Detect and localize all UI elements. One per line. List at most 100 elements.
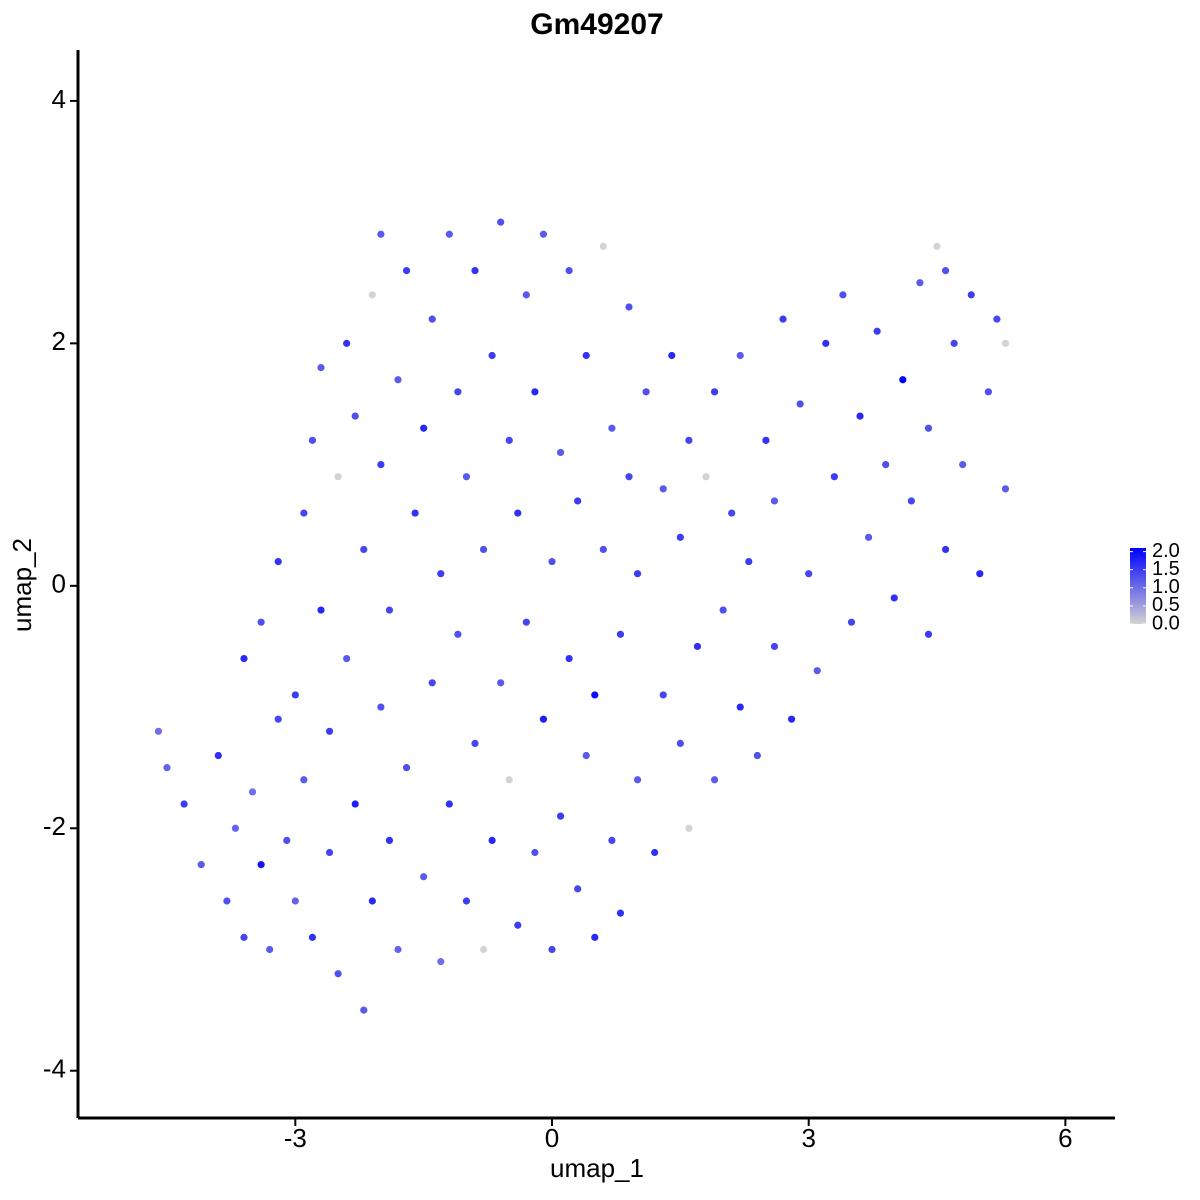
point	[967, 291, 975, 299]
point	[283, 836, 291, 844]
point	[368, 291, 376, 299]
point	[377, 460, 385, 469]
point	[445, 800, 453, 808]
point	[633, 570, 642, 578]
point	[770, 642, 779, 651]
x-tick-label: -3	[284, 1123, 307, 1153]
point	[993, 315, 1001, 323]
point	[300, 509, 308, 517]
point	[317, 606, 325, 614]
point	[325, 848, 334, 857]
point	[368, 897, 376, 905]
point	[668, 351, 676, 360]
point	[308, 436, 317, 444]
point	[676, 739, 684, 748]
point	[454, 388, 462, 396]
point	[291, 897, 299, 905]
point	[360, 545, 368, 554]
point	[685, 824, 693, 832]
color-bar-label: 0.0	[1152, 612, 1180, 634]
point	[334, 473, 342, 481]
point	[266, 945, 274, 954]
point	[343, 654, 351, 663]
point	[582, 351, 590, 360]
point	[454, 630, 462, 638]
point	[274, 715, 282, 723]
point	[360, 1006, 368, 1014]
point	[240, 933, 248, 941]
point	[625, 473, 633, 481]
point	[779, 315, 787, 323]
point	[420, 873, 428, 881]
x-tick-label: 6	[1058, 1123, 1072, 1153]
point	[847, 618, 856, 626]
point	[736, 351, 744, 360]
point	[351, 412, 359, 420]
point	[445, 230, 453, 238]
point	[916, 279, 924, 287]
point	[753, 751, 761, 760]
point	[556, 812, 565, 820]
point	[736, 703, 744, 711]
point	[385, 606, 394, 614]
point	[745, 557, 753, 566]
color-bar-label: 1.0	[1152, 576, 1180, 598]
y-axis-label: umap_2	[7, 538, 37, 632]
x-tick-label: 3	[801, 1123, 815, 1153]
point	[257, 861, 265, 869]
point	[693, 642, 702, 651]
point	[274, 557, 282, 566]
point	[659, 485, 667, 493]
point	[402, 267, 411, 275]
point	[702, 473, 710, 481]
point	[565, 654, 573, 663]
point	[813, 667, 821, 675]
y-tick-label: 2	[52, 326, 66, 356]
point	[394, 376, 402, 384]
point	[300, 776, 308, 784]
point	[933, 242, 941, 250]
point	[616, 909, 625, 917]
point	[599, 242, 607, 250]
point	[1001, 485, 1010, 493]
point	[479, 945, 488, 954]
point	[163, 764, 171, 772]
point	[574, 885, 582, 893]
point	[676, 533, 684, 541]
point	[471, 739, 479, 748]
point	[197, 861, 205, 869]
point	[924, 424, 933, 432]
point	[539, 230, 548, 238]
point	[180, 800, 188, 808]
point	[462, 473, 471, 481]
point	[548, 557, 556, 566]
point	[334, 970, 342, 978]
point	[291, 691, 299, 699]
point	[351, 800, 359, 808]
point	[770, 497, 779, 505]
x-tick-label: 0	[545, 1123, 559, 1153]
point	[505, 776, 513, 784]
point	[522, 618, 530, 626]
point	[531, 848, 539, 857]
point	[257, 618, 265, 626]
point	[796, 400, 804, 408]
point	[608, 836, 616, 844]
point	[882, 460, 890, 469]
point	[497, 218, 505, 226]
point	[950, 339, 958, 347]
point	[522, 291, 530, 299]
point	[428, 679, 436, 687]
y-tick-label: -4	[43, 1054, 66, 1084]
point	[651, 848, 659, 857]
point	[762, 436, 770, 444]
point	[462, 897, 471, 905]
point	[308, 933, 317, 941]
point	[984, 388, 992, 396]
point	[497, 679, 505, 687]
point	[394, 945, 402, 954]
point	[514, 921, 522, 929]
point	[377, 230, 385, 238]
point	[437, 958, 445, 966]
